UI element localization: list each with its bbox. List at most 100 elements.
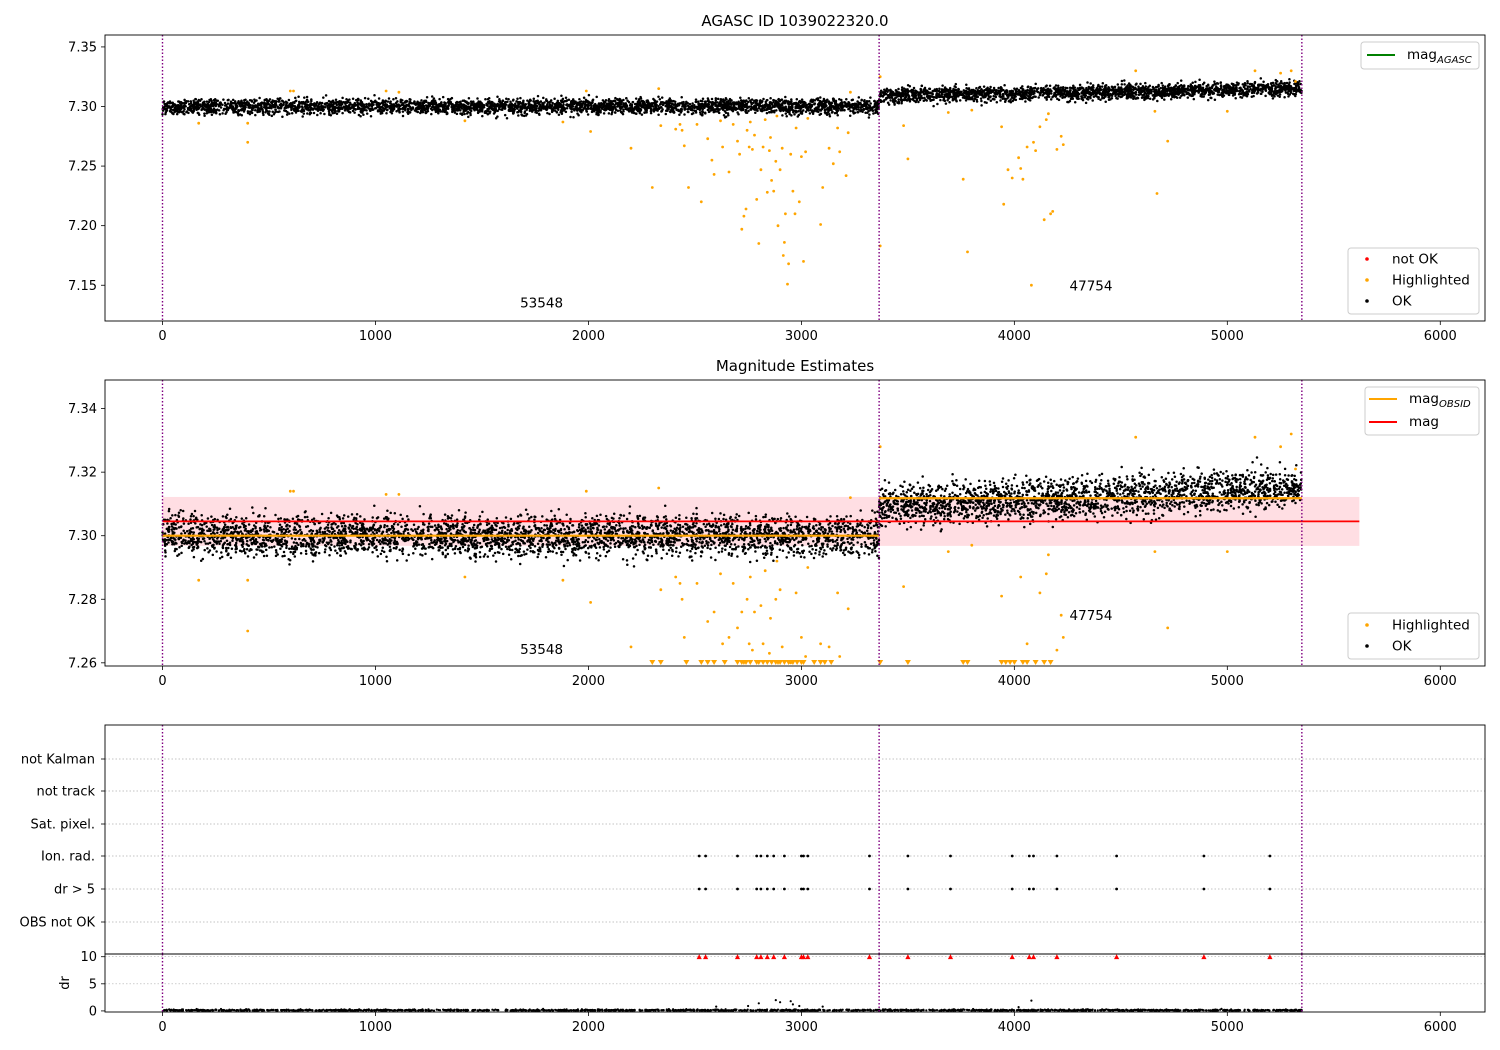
agasc-ok-point <box>683 107 687 111</box>
agasc-ok-point <box>828 113 831 116</box>
agasc-ok-point <box>469 111 472 115</box>
agasc-ok-point <box>889 99 892 102</box>
agasc-ok-point <box>278 100 281 103</box>
agasc-ok-point <box>210 113 214 117</box>
agasc-ok-point <box>999 99 1002 102</box>
agasc-ok-point <box>652 97 655 101</box>
agasc-ok-point <box>1270 94 1274 97</box>
agasc-ok-point <box>698 103 702 107</box>
agasc-ok-point <box>692 111 695 115</box>
agasc-ok-point <box>644 103 648 107</box>
agasc-ok-point <box>953 85 956 88</box>
agasc-ok-point <box>351 97 355 101</box>
agasc-ok-point <box>399 99 402 103</box>
agasc-ok-point <box>731 109 735 113</box>
agasc-ok-point <box>772 105 776 108</box>
agasc-ok-point <box>363 96 367 100</box>
agasc-ok-point <box>874 101 877 104</box>
agasc-ok-point <box>171 105 175 108</box>
agasc-ok-point <box>579 102 582 106</box>
agasc-ok-point <box>444 101 447 105</box>
agasc-ok-point <box>553 97 556 100</box>
agasc-ok-point <box>594 104 597 108</box>
agasc-ok-point <box>408 98 411 101</box>
agasc-ok-point <box>869 102 872 105</box>
agasc-ok-point <box>965 86 968 90</box>
agasc-ok-point <box>205 100 209 103</box>
agasc-ok-point <box>533 108 537 111</box>
agasc-ok-point <box>989 85 992 89</box>
agasc-ok-point <box>391 109 394 112</box>
agasc-ok-point <box>505 117 509 120</box>
agasc-ok-point <box>367 97 370 100</box>
agasc-ok-point <box>570 110 573 114</box>
agasc-ok-point <box>555 104 558 108</box>
agasc-ok-point <box>377 97 381 100</box>
agasc-ok-point <box>484 110 488 114</box>
agasc-ok-point <box>296 108 299 111</box>
agasc-ok-point <box>890 96 894 99</box>
agasc-ok-point <box>688 105 692 109</box>
agasc-ok-point <box>270 101 274 105</box>
agasc-ok-point <box>179 101 183 104</box>
agasc-ok-point <box>691 102 694 105</box>
agasc-ok-point <box>780 103 784 107</box>
agasc-ok-point <box>398 104 401 107</box>
agasc-ok-point <box>253 109 257 112</box>
agasc-ok-point <box>668 110 672 113</box>
agasc-ok-point <box>891 100 895 103</box>
agasc-ok-point <box>319 111 322 115</box>
agasc-ok-point <box>853 105 857 109</box>
agasc-ok-point <box>273 103 276 107</box>
agasc-ok-point <box>729 106 733 110</box>
agasc-ok-point <box>211 104 215 108</box>
agasc-ok-point <box>726 100 730 104</box>
agasc-ok-point <box>865 100 868 104</box>
agasc-ok-point <box>712 110 716 114</box>
agasc-ok-point <box>248 98 252 102</box>
agasc-ok-point <box>1234 96 1237 100</box>
agasc-ok-point <box>274 100 277 104</box>
agasc-ok-point <box>710 103 714 106</box>
agasc-ok-point <box>603 107 607 110</box>
agasc-ok-point <box>244 98 247 101</box>
agasc-ok-point <box>272 105 276 109</box>
agasc-ok-point <box>1001 95 1005 98</box>
agasc-ok-point <box>781 114 784 117</box>
agasc-ok-point <box>392 97 395 101</box>
agasc-ok-point <box>441 95 445 99</box>
agasc-ok-point <box>1259 77 1263 80</box>
agasc-ok-point <box>808 102 811 106</box>
agasc-ok-point <box>213 97 217 101</box>
agasc-ok-point <box>492 112 496 115</box>
agasc-ok-point <box>1260 92 1263 96</box>
agasc-ok-point <box>827 102 831 105</box>
agasc-ok-point <box>403 104 407 108</box>
agasc-ok-point <box>187 107 191 111</box>
agasc-ok-point <box>755 103 758 107</box>
agasc-ok-point <box>839 109 842 112</box>
agasc-ok-point <box>274 108 277 112</box>
agasc-ok-point <box>351 109 355 113</box>
agasc-ok-point <box>210 99 213 103</box>
agasc-ok-point <box>803 100 806 104</box>
agasc-ok-point <box>1097 84 1100 88</box>
agasc-ok-point <box>835 108 838 112</box>
agasc-ok-point <box>613 100 617 103</box>
agasc-ok-point <box>1285 81 1289 85</box>
agasc-ok-point <box>488 110 492 113</box>
agasc-ok-point <box>372 100 376 104</box>
agasc-ok-point <box>1283 96 1286 99</box>
agasc-ok-point <box>511 112 515 115</box>
agasc-ok-point <box>799 101 802 105</box>
agasc-ok-point <box>593 107 596 111</box>
agasc-ok-point <box>828 115 832 118</box>
agasc-ok-point <box>765 98 769 102</box>
agasc-ok-point <box>392 105 396 109</box>
agasc-ok-point <box>848 114 852 118</box>
agasc-ok-point <box>864 104 868 107</box>
agasc-ok-point <box>406 100 409 103</box>
agasc-ok-point <box>744 111 748 114</box>
agasc-ok-point <box>622 98 625 102</box>
agasc-ok-point <box>719 98 723 101</box>
